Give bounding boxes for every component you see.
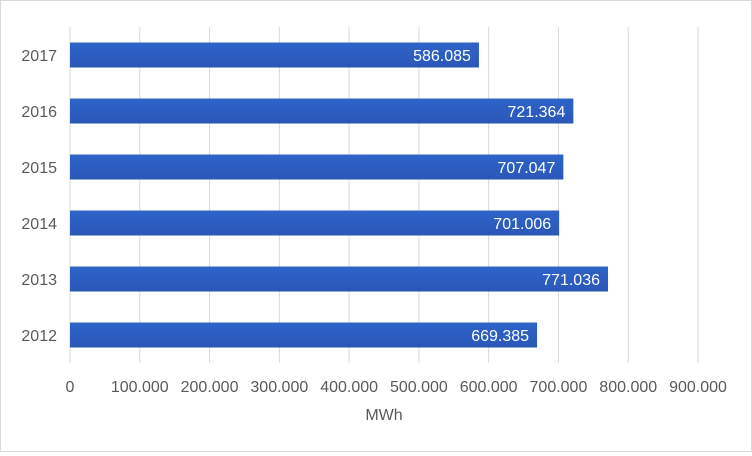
- gridlines: [69, 27, 699, 363]
- x-tick-label: 400.000: [320, 379, 378, 396]
- y-tick-label-2015: 2015: [21, 160, 57, 177]
- x-tick-label: 100.000: [111, 379, 169, 396]
- x-tick-label: 800.000: [599, 379, 657, 396]
- y-tick-label-2014: 2014: [21, 216, 57, 233]
- x-tick-label: 0: [66, 379, 75, 396]
- bars: [70, 42, 609, 348]
- x-axis-title: MWh: [365, 407, 402, 424]
- bar-2015: [70, 154, 564, 180]
- data-label-2014: 701.006: [493, 216, 551, 233]
- x-tick-label: 900.000: [669, 379, 727, 396]
- data-labels: 669.385 771.036 701.006 707.047 721.364 586.0…: [413, 48, 600, 345]
- data-label-2012: 669.385: [471, 328, 529, 345]
- bar-2016: [70, 98, 574, 124]
- x-tick-label: 600.000: [460, 379, 518, 396]
- data-label-2017: 586.085: [413, 48, 471, 65]
- data-label-2013: 771.036: [542, 272, 600, 289]
- y-tick-label-2013: 2013: [21, 272, 57, 289]
- bar-2012: [70, 322, 538, 348]
- x-tick-label: 300.000: [250, 379, 308, 396]
- data-label-2016: 721.364: [508, 104, 566, 121]
- bar-2017: [70, 42, 479, 68]
- bar-2014: [70, 210, 560, 236]
- y-axis-tick-labels: 2012 2013 2014 2015 2016 2017: [21, 48, 57, 345]
- x-tick-label: 200.000: [181, 379, 239, 396]
- x-tick-label: 500.000: [390, 379, 448, 396]
- y-tick-label-2016: 2016: [21, 104, 57, 121]
- data-label-2015: 707.047: [498, 160, 556, 177]
- y-tick-label-2017: 2017: [21, 48, 57, 65]
- x-tick-label: 700.000: [530, 379, 588, 396]
- y-tick-label-2012: 2012: [21, 328, 57, 345]
- x-axis-tick-labels: 0 100.000 200.000 300.000 400.000 500.000 600.…: [66, 379, 727, 396]
- bar-2013: [70, 266, 609, 292]
